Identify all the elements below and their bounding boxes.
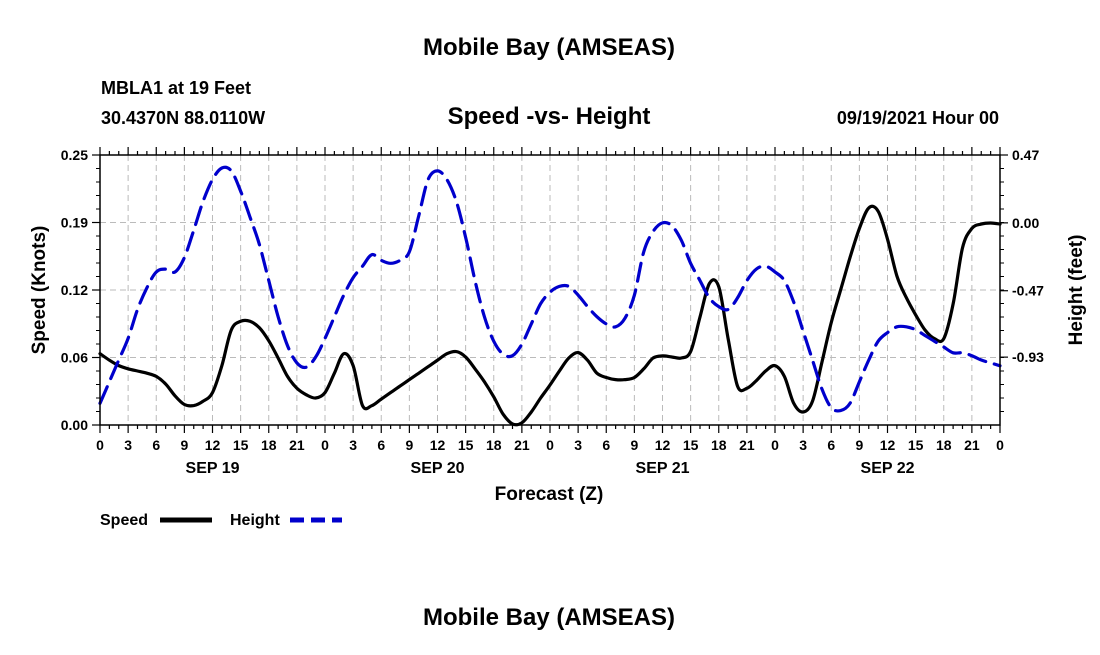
- x-tick-label: 18: [261, 437, 277, 453]
- x-axis-label: Forecast (Z): [495, 484, 604, 505]
- series-line-height: [98, 165, 1002, 413]
- x-tick-label: 12: [655, 437, 671, 453]
- x-tick-label: 15: [458, 437, 474, 453]
- y-right-tick-label: 0.47: [1012, 147, 1039, 163]
- x-tick-label: 9: [630, 437, 638, 453]
- x-tick-label: 9: [405, 437, 413, 453]
- legend: Speed Height: [100, 512, 342, 529]
- x-day-label: SEP 20: [411, 460, 465, 477]
- x-tick-label: 6: [377, 437, 385, 453]
- datetime-label: 09/19/2021 Hour 00: [837, 108, 999, 128]
- x-tick-label: 3: [799, 437, 807, 453]
- y-right-tick-label: -0.93: [1012, 349, 1044, 365]
- x-tick-label: 0: [546, 437, 554, 453]
- y-right-tick-label: -0.47: [1012, 283, 1044, 299]
- x-tick-label: 6: [827, 437, 835, 453]
- y-left-tick-label: 0.06: [61, 350, 88, 366]
- x-tick-label: 18: [486, 437, 502, 453]
- series-line-speed: [98, 204, 1002, 427]
- ticks-layer: 0 3 6 9 12 15 18 21 0 3 6 9 12 15 18 21 0 3 6 9 12 15 18 21 0 3 6 9…: [61, 147, 1044, 477]
- x-tick-label: 0: [96, 437, 104, 453]
- x-tick-label: 15: [683, 437, 699, 453]
- x-tick-label: 0: [996, 437, 1004, 453]
- y-right-tick-label: 0.00: [1012, 215, 1039, 231]
- y-left-tick-label: 0.19: [61, 215, 88, 231]
- x-tick-label: 0: [771, 437, 779, 453]
- x-tick-label: 18: [711, 437, 727, 453]
- y-left-tick-label: 0.00: [61, 417, 88, 433]
- x-tick-label: 3: [124, 437, 132, 453]
- x-tick-label: 6: [602, 437, 610, 453]
- x-tick-label: 18: [936, 437, 952, 453]
- grid-layer: [100, 155, 1000, 425]
- x-tick-label: 15: [233, 437, 249, 453]
- x-tick-label: 12: [430, 437, 446, 453]
- x-tick-label: 9: [855, 437, 863, 453]
- legend-height-label: Height: [230, 512, 280, 529]
- legend-speed-label: Speed: [100, 512, 148, 529]
- x-day-label: SEP 19: [186, 460, 240, 477]
- chart-subtitle: Speed -vs- Height: [448, 103, 651, 130]
- y-axis-right-label: Height (feet): [1066, 235, 1087, 346]
- x-tick-label: 3: [349, 437, 357, 453]
- footer-title: Mobile Bay (AMSEAS): [423, 604, 675, 631]
- x-tick-label: 21: [289, 437, 305, 453]
- x-day-label: SEP 21: [636, 460, 690, 477]
- chart-page-title: Mobile Bay (AMSEAS): [423, 34, 675, 61]
- y-axis-left-label: Speed (Knots): [29, 226, 50, 355]
- x-tick-label: 0: [321, 437, 329, 453]
- x-tick-label: 3: [574, 437, 582, 453]
- x-tick-label: 6: [152, 437, 160, 453]
- y-left-tick-label: 0.12: [61, 282, 88, 298]
- series-layer: [98, 165, 1002, 427]
- x-tick-label: 12: [880, 437, 896, 453]
- x-tick-label: 21: [514, 437, 530, 453]
- station-label: MBLA1 at 19 Feet: [101, 78, 251, 98]
- x-tick-label: 15: [908, 437, 924, 453]
- y-left-tick-label: 0.25: [61, 147, 88, 163]
- x-tick-label: 9: [180, 437, 188, 453]
- x-tick-label: 12: [205, 437, 221, 453]
- x-tick-label: 21: [964, 437, 980, 453]
- x-tick-label: 21: [739, 437, 755, 453]
- coordinates-label: 30.4370N 88.0110W: [101, 108, 265, 128]
- x-day-label: SEP 22: [861, 460, 915, 477]
